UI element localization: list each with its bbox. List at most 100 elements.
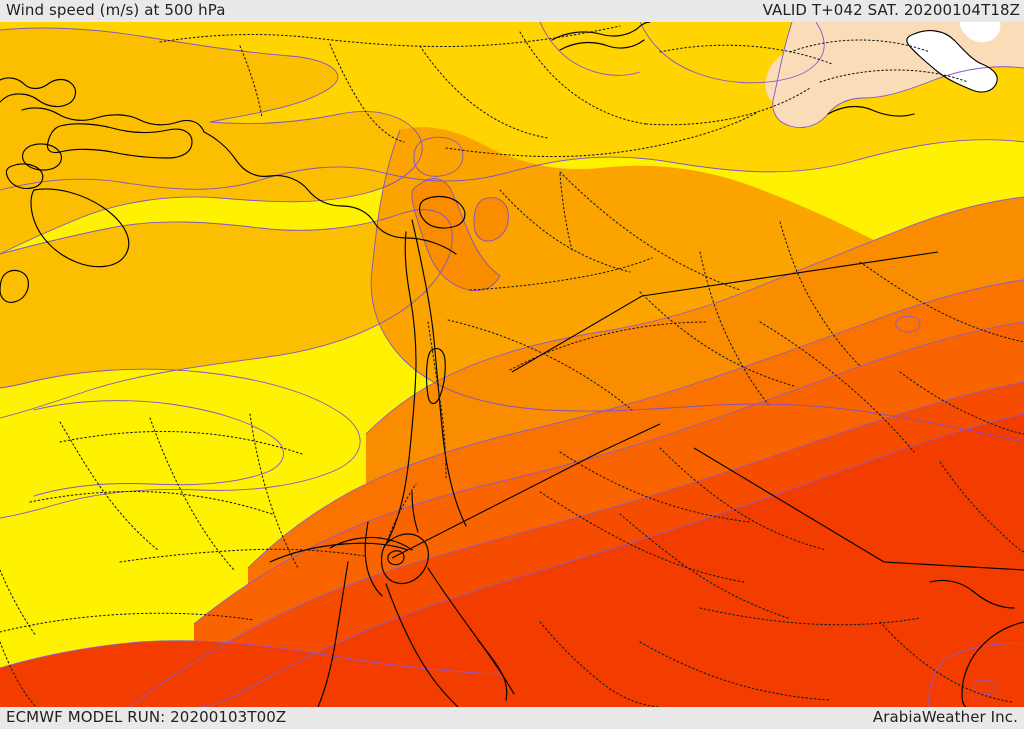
isoline-9 bbox=[247, 279, 1024, 569]
isoline-8 bbox=[365, 196, 1024, 435]
border-saudi-1 bbox=[539, 491, 745, 583]
border-syria-inner-1 bbox=[499, 189, 631, 273]
coastlines-group bbox=[0, 22, 1024, 707]
fill-band-red bbox=[200, 414, 1024, 707]
fill-band-orange-lebanon bbox=[411, 178, 500, 291]
fill-band-pale-peach-lobe bbox=[765, 49, 842, 112]
coastline-turkey-west bbox=[21, 107, 205, 133]
border-iran-2 bbox=[899, 371, 1024, 435]
valid-time-label: VALID T+042 SAT. 20200104T18Z bbox=[762, 1, 1020, 19]
fill-band-orange-antilebanon bbox=[474, 197, 509, 242]
coastline-caucasus bbox=[827, 105, 915, 117]
fill-band-yellow-egypt-core bbox=[34, 400, 284, 496]
border-turkey-inner-3 bbox=[419, 45, 549, 139]
isoline-3 bbox=[0, 209, 453, 419]
coastline-crete bbox=[30, 188, 130, 268]
coastline-redsea-narrow bbox=[477, 639, 508, 701]
border-iraq-inner-3 bbox=[779, 221, 861, 367]
border-gulf-states bbox=[879, 621, 1013, 703]
border-saudi-straight-3 bbox=[693, 447, 885, 563]
border-saudi-2 bbox=[619, 513, 789, 619]
coastline-levant-2 bbox=[385, 231, 417, 545]
border-arabia-inner-2 bbox=[639, 641, 831, 701]
coastline-nile bbox=[317, 561, 349, 707]
border-jordan-saudi bbox=[447, 319, 633, 411]
header-bar: Wind speed (m/s) at 500 hPa VALID T+042 … bbox=[0, 0, 1024, 22]
coastline-turkey-peninsula bbox=[46, 123, 193, 159]
fill-band-deep-red-gulf bbox=[928, 643, 1024, 707]
fill-band-red-lower bbox=[0, 640, 500, 707]
isoline-18-egypt-core bbox=[33, 400, 285, 497]
coastline-turkey-aegean bbox=[0, 77, 77, 108]
border-egypt-north-1 bbox=[119, 548, 365, 563]
isoline-6-antilebanon bbox=[473, 197, 509, 242]
coastline-cyprus bbox=[418, 195, 466, 229]
coastline-aqaba bbox=[411, 491, 419, 533]
border-egypt-south bbox=[0, 612, 255, 633]
provider-label: ArabiaWeather Inc. bbox=[872, 708, 1018, 726]
border-israel-jordan bbox=[427, 321, 447, 479]
coastline-black-sea bbox=[551, 22, 651, 41]
isoline-14-gulf-pocket bbox=[928, 643, 1024, 707]
isoline-15-gulf-eye bbox=[972, 679, 997, 695]
coastline-persian-gulf bbox=[961, 621, 1024, 707]
border-turkey-inner-1 bbox=[239, 45, 263, 119]
coastline-levant bbox=[411, 219, 467, 527]
border-syria-iraq bbox=[559, 171, 741, 291]
coastline-deadsea bbox=[425, 347, 446, 405]
isoline-21-north-mid bbox=[539, 22, 641, 76]
border-turkey-syria bbox=[445, 111, 759, 158]
isoline-2 bbox=[0, 27, 423, 255]
border-turkey-east bbox=[645, 87, 811, 126]
coastline-rhodes bbox=[0, 269, 29, 303]
coastline-suez bbox=[364, 521, 383, 597]
border-turkey-inner-2 bbox=[329, 43, 405, 143]
footer-bar: ECMWF MODEL RUN: 20200103T00Z ArabiaWeat… bbox=[0, 707, 1024, 729]
border-iran-3 bbox=[939, 461, 1024, 553]
border-arabia-inner-3 bbox=[539, 621, 661, 707]
border-egypt-straight-2 bbox=[599, 423, 661, 453]
map-viewport[interactable] bbox=[0, 22, 1024, 707]
borders-group bbox=[0, 25, 1024, 707]
border-iraq-inner-1 bbox=[639, 291, 795, 387]
isoline-12 bbox=[199, 413, 1024, 707]
border-saudi-4 bbox=[699, 607, 921, 626]
coastline-black-sea-2 bbox=[559, 39, 645, 51]
fill-band-amber-turkey bbox=[0, 28, 423, 254]
page-title: Wind speed (m/s) at 500 hPa bbox=[6, 1, 226, 19]
border-turkey-north bbox=[159, 25, 621, 48]
coastline-turkey-south bbox=[203, 131, 457, 255]
model-run-label: ECMWF MODEL RUN: 20200103T00Z bbox=[6, 708, 287, 726]
coastline-redsea-west bbox=[385, 583, 459, 707]
coastline-egypt-med bbox=[269, 542, 409, 563]
isoline-13-lower-left bbox=[0, 640, 501, 675]
border-egypt-inner-2 bbox=[149, 417, 235, 571]
isoline-11 bbox=[129, 381, 1024, 707]
coastline-aegean-island-2 bbox=[5, 163, 44, 190]
coastline-sinai bbox=[380, 533, 429, 585]
border-caucasus-2 bbox=[819, 69, 969, 83]
coastline-nile-delta bbox=[329, 536, 413, 551]
fill-band-white-caspian bbox=[906, 30, 998, 92]
coastline-gulf-north bbox=[929, 579, 1015, 609]
isoline-20-north-right bbox=[639, 22, 825, 84]
fill-band-white-patch-2 bbox=[960, 22, 1001, 43]
fill-band-amber-lobe-west bbox=[0, 209, 453, 418]
border-saudi-straight-2 bbox=[641, 251, 939, 297]
border-egypt-israel bbox=[385, 483, 417, 545]
border-saudi-3 bbox=[659, 447, 827, 551]
coastline-aegean-island-1 bbox=[21, 143, 63, 171]
border-saudi-jordan-straight bbox=[511, 295, 643, 373]
isoline-16-iran-eye bbox=[895, 315, 921, 333]
border-caucasus-1 bbox=[789, 39, 931, 53]
border-libya-east bbox=[0, 569, 37, 637]
border-iran-1 bbox=[859, 261, 1024, 343]
border-north-1 bbox=[659, 44, 833, 65]
border-syria-jordan bbox=[469, 257, 653, 291]
isoline-1 bbox=[0, 139, 1024, 191]
border-arabia-inner-1 bbox=[559, 451, 751, 523]
isoline-4-central bbox=[370, 129, 1024, 443]
border-sudan bbox=[0, 641, 37, 707]
border-syria-inner-2 bbox=[559, 173, 573, 251]
